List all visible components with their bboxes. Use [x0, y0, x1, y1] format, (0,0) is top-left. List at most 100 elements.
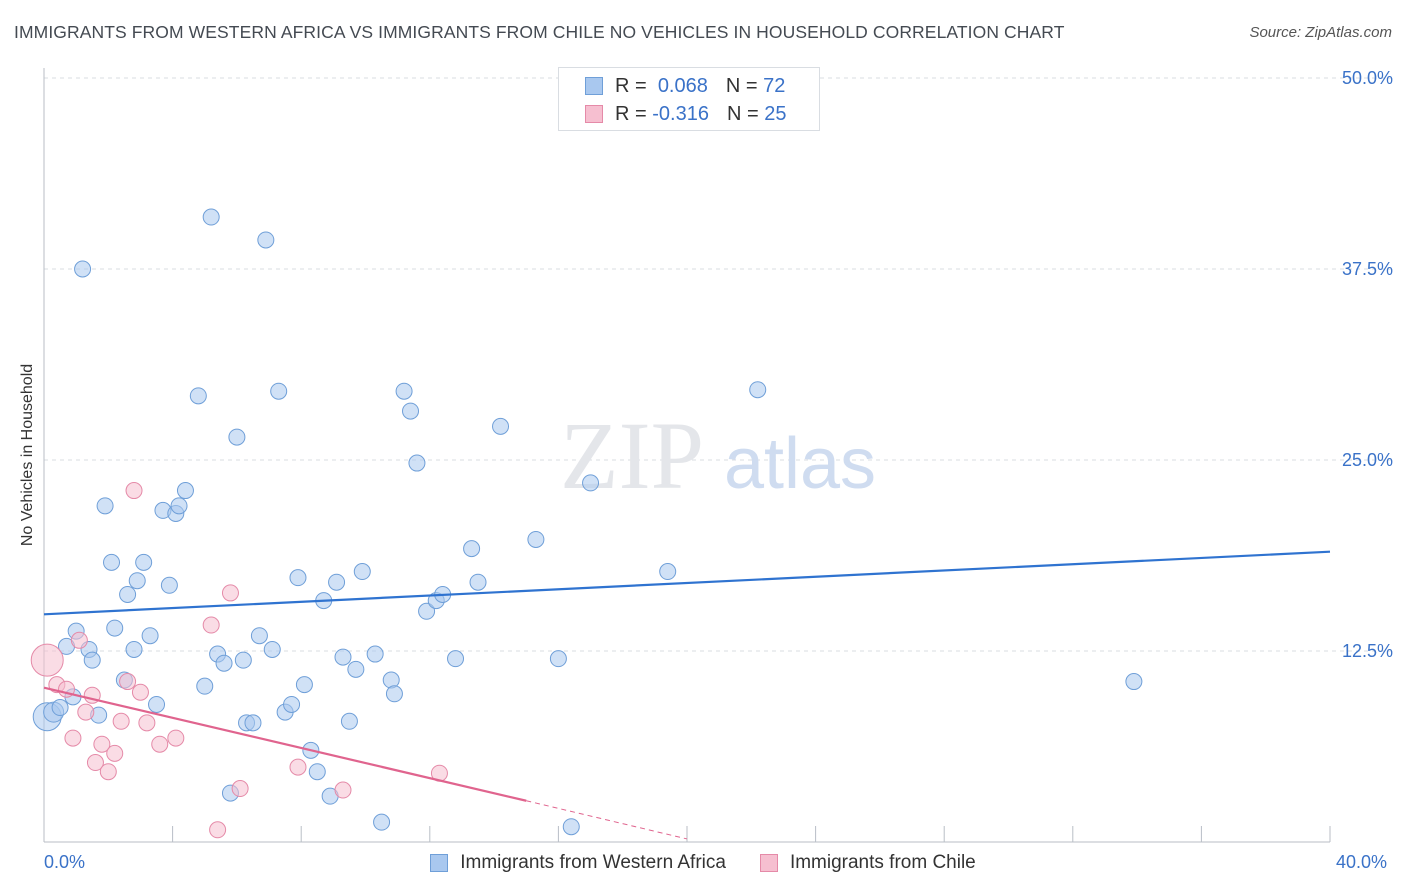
data-point-western-africa	[582, 474, 600, 492]
legend-swatch-pink	[585, 105, 603, 123]
data-point-western-africa	[189, 387, 207, 405]
data-point-western-africa	[176, 482, 194, 500]
data-point-western-africa	[340, 712, 358, 730]
legend-label-western-africa: Immigrants from Western Africa	[460, 852, 726, 873]
legend-item-western-africa: Immigrants from Western Africa	[430, 852, 726, 874]
data-point-western-africa	[148, 695, 166, 713]
legend-r-label: R =	[615, 102, 647, 125]
data-point-western-africa	[106, 619, 124, 637]
data-point-chile	[86, 754, 104, 772]
data-point-western-africa	[51, 699, 69, 717]
data-point-western-africa	[250, 627, 268, 645]
data-point-western-africa	[469, 573, 487, 591]
data-point-chile	[64, 729, 82, 747]
correlation-legend: R = 0.068 N = 72 R = -0.316 N = 25	[558, 67, 820, 131]
legend-r-value: -0.316	[652, 102, 709, 125]
data-point-western-africa	[1125, 673, 1143, 691]
trend-line-extension-chile	[526, 800, 688, 840]
y-tick-label: 25.0%	[1342, 450, 1393, 470]
data-point-chile	[119, 673, 137, 691]
source-label: Source: ZipAtlas.com	[1249, 24, 1392, 41]
data-point-western-africa	[128, 572, 146, 590]
watermark-atlas: atlas	[724, 424, 876, 504]
data-point-western-africa	[334, 648, 352, 666]
data-point-western-africa	[270, 382, 288, 400]
data-point-chile	[70, 631, 88, 649]
data-point-western-africa	[385, 685, 403, 703]
trend-line-western-africa	[43, 550, 1331, 616]
y-tick-label: 37.5%	[1342, 259, 1393, 279]
data-point-chile	[209, 821, 227, 839]
data-point-western-africa	[295, 676, 313, 694]
data-point-western-africa	[160, 576, 178, 594]
legend-r-label: R =	[615, 74, 647, 97]
trend-line-chile	[43, 686, 527, 802]
data-point-chile	[231, 780, 249, 798]
legend-swatch-blue	[430, 854, 449, 872]
data-point-chile	[125, 482, 143, 500]
data-point-western-africa	[141, 627, 159, 645]
data-point-western-africa	[562, 818, 580, 836]
data-point-western-africa	[196, 677, 214, 695]
data-point-chile	[202, 616, 220, 634]
data-point-western-africa	[418, 602, 436, 620]
data-point-western-africa	[366, 645, 384, 663]
data-point-chile	[112, 712, 130, 730]
data-point-chile	[334, 781, 352, 799]
data-point-western-africa	[659, 563, 677, 581]
data-point-western-africa	[395, 382, 413, 400]
data-point-western-africa	[463, 540, 481, 558]
data-point-western-africa	[263, 640, 281, 658]
data-point-western-africa	[749, 381, 767, 399]
data-point-western-africa	[257, 231, 275, 249]
data-point-western-africa	[202, 208, 220, 226]
data-point-western-africa	[347, 660, 365, 678]
data-point-western-africa	[215, 654, 233, 672]
data-point-western-africa	[96, 497, 114, 515]
legend-label-chile: Immigrants from Chile	[789, 852, 976, 873]
x-max-label: 40.0%	[1336, 852, 1388, 872]
data-point-western-africa	[119, 585, 137, 603]
data-point-western-africa	[228, 428, 246, 446]
legend-row-chile: R = -0.316 N = 25	[585, 101, 786, 127]
data-point-chile	[30, 643, 64, 677]
data-point-chile	[167, 729, 185, 747]
data-point-western-africa	[74, 260, 92, 278]
legend-swatch-blue	[585, 77, 603, 95]
watermark-zip: ZIP	[560, 402, 704, 509]
chart-title: IMMIGRANTS FROM WESTERN AFRICA VS IMMIGR…	[14, 22, 1065, 42]
data-point-chile	[93, 735, 111, 753]
legend-n-label: N =	[726, 102, 759, 125]
data-point-western-africa	[328, 573, 346, 591]
data-point-chile	[221, 584, 239, 602]
data-point-western-africa	[353, 563, 371, 581]
data-point-chile	[289, 758, 307, 776]
data-point-chile	[151, 735, 169, 753]
data-point-western-africa	[527, 530, 545, 548]
x-min-label: 0.0%	[44, 852, 86, 872]
legend-n-label: N =	[725, 74, 758, 97]
data-point-western-africa	[135, 553, 153, 571]
data-point-chile	[99, 763, 117, 781]
data-point-western-africa	[234, 651, 252, 669]
legend-row-western-africa: R = 0.068 N = 72	[585, 73, 785, 99]
data-point-western-africa	[447, 650, 465, 668]
data-point-chile	[77, 703, 95, 721]
legend-n-value: 72	[763, 74, 786, 97]
data-point-western-africa	[549, 650, 567, 668]
data-point-western-africa	[244, 714, 262, 732]
legend-r-value: 0.068	[657, 74, 708, 97]
data-point-western-africa	[83, 651, 101, 669]
y-tick-label: 12.5%	[1342, 641, 1393, 661]
data-point-western-africa	[308, 763, 326, 781]
data-point-western-africa	[402, 402, 420, 420]
data-point-western-africa	[373, 813, 391, 831]
data-point-chile	[138, 714, 156, 732]
data-point-western-africa	[170, 497, 188, 515]
legend-item-chile: Immigrants from Chile	[759, 852, 976, 874]
legend-n-value: 25	[764, 102, 787, 125]
y-tick-label: 50.0%	[1342, 68, 1393, 88]
data-point-western-africa	[283, 695, 301, 713]
data-point-western-africa	[492, 417, 510, 435]
